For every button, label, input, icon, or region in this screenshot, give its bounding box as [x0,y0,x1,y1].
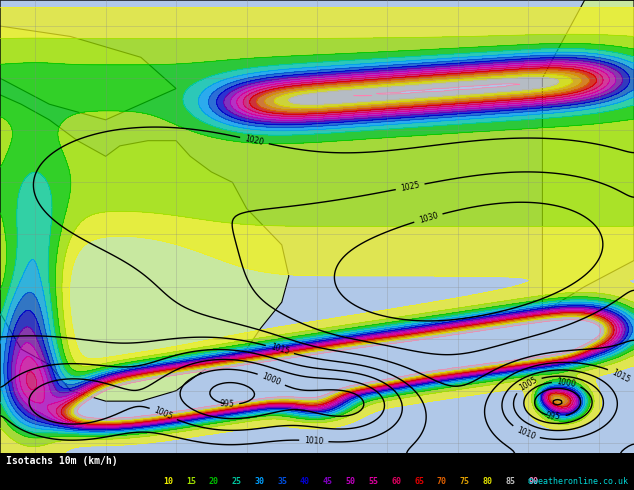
Text: 1015: 1015 [269,343,290,356]
Text: 85: 85 [505,477,515,487]
Text: 1010: 1010 [304,436,324,446]
Text: 80: 80 [482,477,493,487]
Text: 1010: 1010 [515,425,536,441]
Text: 40: 40 [300,477,310,487]
Text: 1005: 1005 [153,406,174,422]
Text: 65: 65 [414,477,424,487]
Polygon shape [0,78,289,401]
Text: 1020: 1020 [244,134,265,147]
Text: 25: 25 [231,477,242,487]
Text: 15: 15 [186,477,196,487]
Text: ©weatheronline.co.uk: ©weatheronline.co.uk [527,477,628,487]
Text: 995: 995 [219,399,235,409]
Text: 1015: 1015 [611,368,632,384]
Polygon shape [0,0,634,453]
Text: 1000: 1000 [261,371,282,387]
Text: 20: 20 [209,477,219,487]
Text: 50: 50 [346,477,356,487]
Text: 60: 60 [391,477,401,487]
Text: 10: 10 [163,477,173,487]
Text: 1005: 1005 [517,375,539,392]
Text: 1025: 1025 [400,180,420,193]
Text: 35: 35 [277,477,287,487]
Text: 75: 75 [460,477,470,487]
Text: 90: 90 [528,477,538,487]
Polygon shape [543,0,634,313]
Text: 995: 995 [546,411,561,421]
Text: Isotachs 10m (km/h): Isotachs 10m (km/h) [6,456,118,466]
Text: 1000: 1000 [556,377,577,389]
Text: 70: 70 [437,477,447,487]
Text: 55: 55 [368,477,378,487]
Text: 45: 45 [323,477,333,487]
Text: 1030: 1030 [418,211,439,225]
Text: 30: 30 [254,477,264,487]
Polygon shape [0,26,176,120]
